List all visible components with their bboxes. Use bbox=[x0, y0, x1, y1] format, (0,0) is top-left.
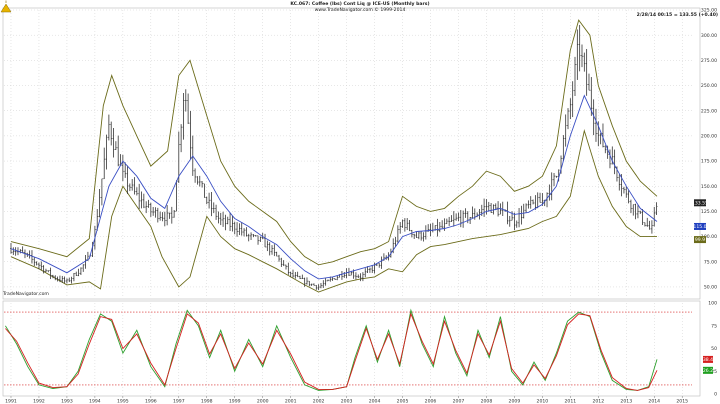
price-tag-label: 133.55 bbox=[692, 200, 708, 206]
osc-tick-label: 75 bbox=[711, 323, 717, 329]
time-tick-label: 2000 bbox=[257, 399, 269, 404]
oscillator-panel-frame bbox=[2, 300, 701, 397]
time-tick-label: 2005 bbox=[397, 399, 409, 404]
price-tick-label: 325.00 bbox=[701, 8, 717, 14]
oscillator-axis: 100 75 50 25 0 bbox=[708, 301, 717, 398]
time-tick-label: 1995 bbox=[117, 399, 129, 404]
osc-tag-box bbox=[703, 355, 713, 363]
price-tick-label: 200.00 bbox=[701, 133, 717, 139]
time-tick-label: 2007 bbox=[453, 399, 465, 404]
time-tick-label: 2002 bbox=[313, 399, 325, 404]
time-tick-label: 2006 bbox=[425, 399, 437, 404]
time-tick-label: 2009 bbox=[509, 399, 521, 404]
price-tick-label: 100.00 bbox=[701, 234, 717, 240]
oscillator-panel: 100 75 50 25 0 38.4 26.2 bbox=[2, 300, 717, 398]
price-tick-label: 175.00 bbox=[701, 159, 717, 165]
price-tick-label: 275.00 bbox=[701, 58, 717, 64]
oscillator-grid bbox=[10, 303, 683, 394]
time-tick-label: 1998 bbox=[201, 399, 213, 404]
last-quote: 2/28/14 00:15 = 133.55 (+0.40) bbox=[636, 13, 718, 18]
bollinger-bands bbox=[10, 19, 658, 293]
moving-average bbox=[10, 94, 658, 280]
price-axis: 325.00 300.00 275.00 250.00 225.00 200.00 175.… bbox=[701, 8, 717, 291]
price-tags: 133.55 115.0 99.9 bbox=[692, 199, 708, 243]
time-tick-label: 2004 bbox=[369, 399, 381, 404]
price-tag-box bbox=[694, 222, 706, 230]
price-tick-label: 300.00 bbox=[701, 33, 717, 39]
price-tick-label: 50.00 bbox=[704, 285, 717, 291]
price-panel: 325.00 300.00 275.00 250.00 225.00 200.00 175.… bbox=[2, 7, 717, 300]
time-tick-label: 2012 bbox=[592, 399, 604, 404]
time-tick-label: 1991 bbox=[5, 399, 17, 404]
time-tick-label: 2015 bbox=[676, 399, 688, 404]
price-tag-box bbox=[694, 236, 706, 244]
price-tick-label: 150.00 bbox=[701, 184, 717, 190]
osc-tick-label: 100 bbox=[708, 301, 717, 307]
time-tick-label: 2001 bbox=[285, 399, 297, 404]
time-tick-label: 2011 bbox=[564, 399, 576, 404]
osc-tag-label: 26.2 bbox=[703, 368, 713, 374]
oscillator-guides bbox=[4, 311, 692, 386]
price-tick-label: 75.00 bbox=[704, 259, 717, 265]
osc-fast-line bbox=[5, 308, 658, 391]
lower-band-line bbox=[10, 129, 657, 293]
time-tick-label: 1997 bbox=[173, 399, 185, 404]
upper-band-line bbox=[10, 19, 658, 266]
osc-tick-label: 25 bbox=[711, 369, 717, 375]
time-tick-label: 1996 bbox=[145, 399, 157, 404]
osc-tick-label: 50 bbox=[711, 346, 717, 352]
price-bars bbox=[9, 24, 658, 291]
trading-logo-icon bbox=[0, 0, 12, 13]
oscillator-lines bbox=[5, 308, 658, 391]
time-tick-label: 2013 bbox=[620, 399, 632, 404]
osc-slow-line bbox=[5, 312, 658, 391]
moving-average-line bbox=[10, 94, 658, 280]
osc-tag-box bbox=[703, 366, 713, 374]
price-panel-frame bbox=[2, 7, 701, 300]
time-tick-label: 2008 bbox=[481, 399, 493, 404]
price-tag-label: 115.0 bbox=[693, 224, 706, 230]
price-tick-label: 125.00 bbox=[701, 209, 717, 215]
time-tick-label: 2014 bbox=[648, 399, 660, 404]
price-tag-box bbox=[694, 199, 706, 207]
oscillator-tags: 38.4 26.2 bbox=[703, 355, 713, 374]
time-tick-label: 1999 bbox=[229, 399, 241, 404]
time-tick-label: 1994 bbox=[89, 399, 101, 404]
watermark-text: TradeNavigator.com bbox=[3, 292, 49, 297]
time-tick-label: 2010 bbox=[537, 399, 549, 404]
price-tick-label: 250.00 bbox=[701, 83, 717, 89]
time-axis: 1991 1992 1993 1994 1995 1996 1997 1998 1999 2000… bbox=[5, 396, 688, 404]
time-tick-label: 2003 bbox=[341, 399, 353, 404]
osc-tag-label: 38.4 bbox=[703, 357, 713, 363]
time-tick-label: 1993 bbox=[61, 399, 73, 404]
chart-title: KC.067: Coffee (Ibs) Cont Liq @ ICE-US (… bbox=[290, 2, 430, 7]
chart-copyright: www.TradeNavigator.com © 1999-2014 bbox=[314, 8, 406, 13]
osc-tick-label: 0 bbox=[714, 392, 717, 398]
time-tick-label: 1992 bbox=[33, 399, 45, 404]
price-tag-label: 99.9 bbox=[695, 237, 705, 243]
price-tick-label: 225.00 bbox=[701, 108, 717, 114]
